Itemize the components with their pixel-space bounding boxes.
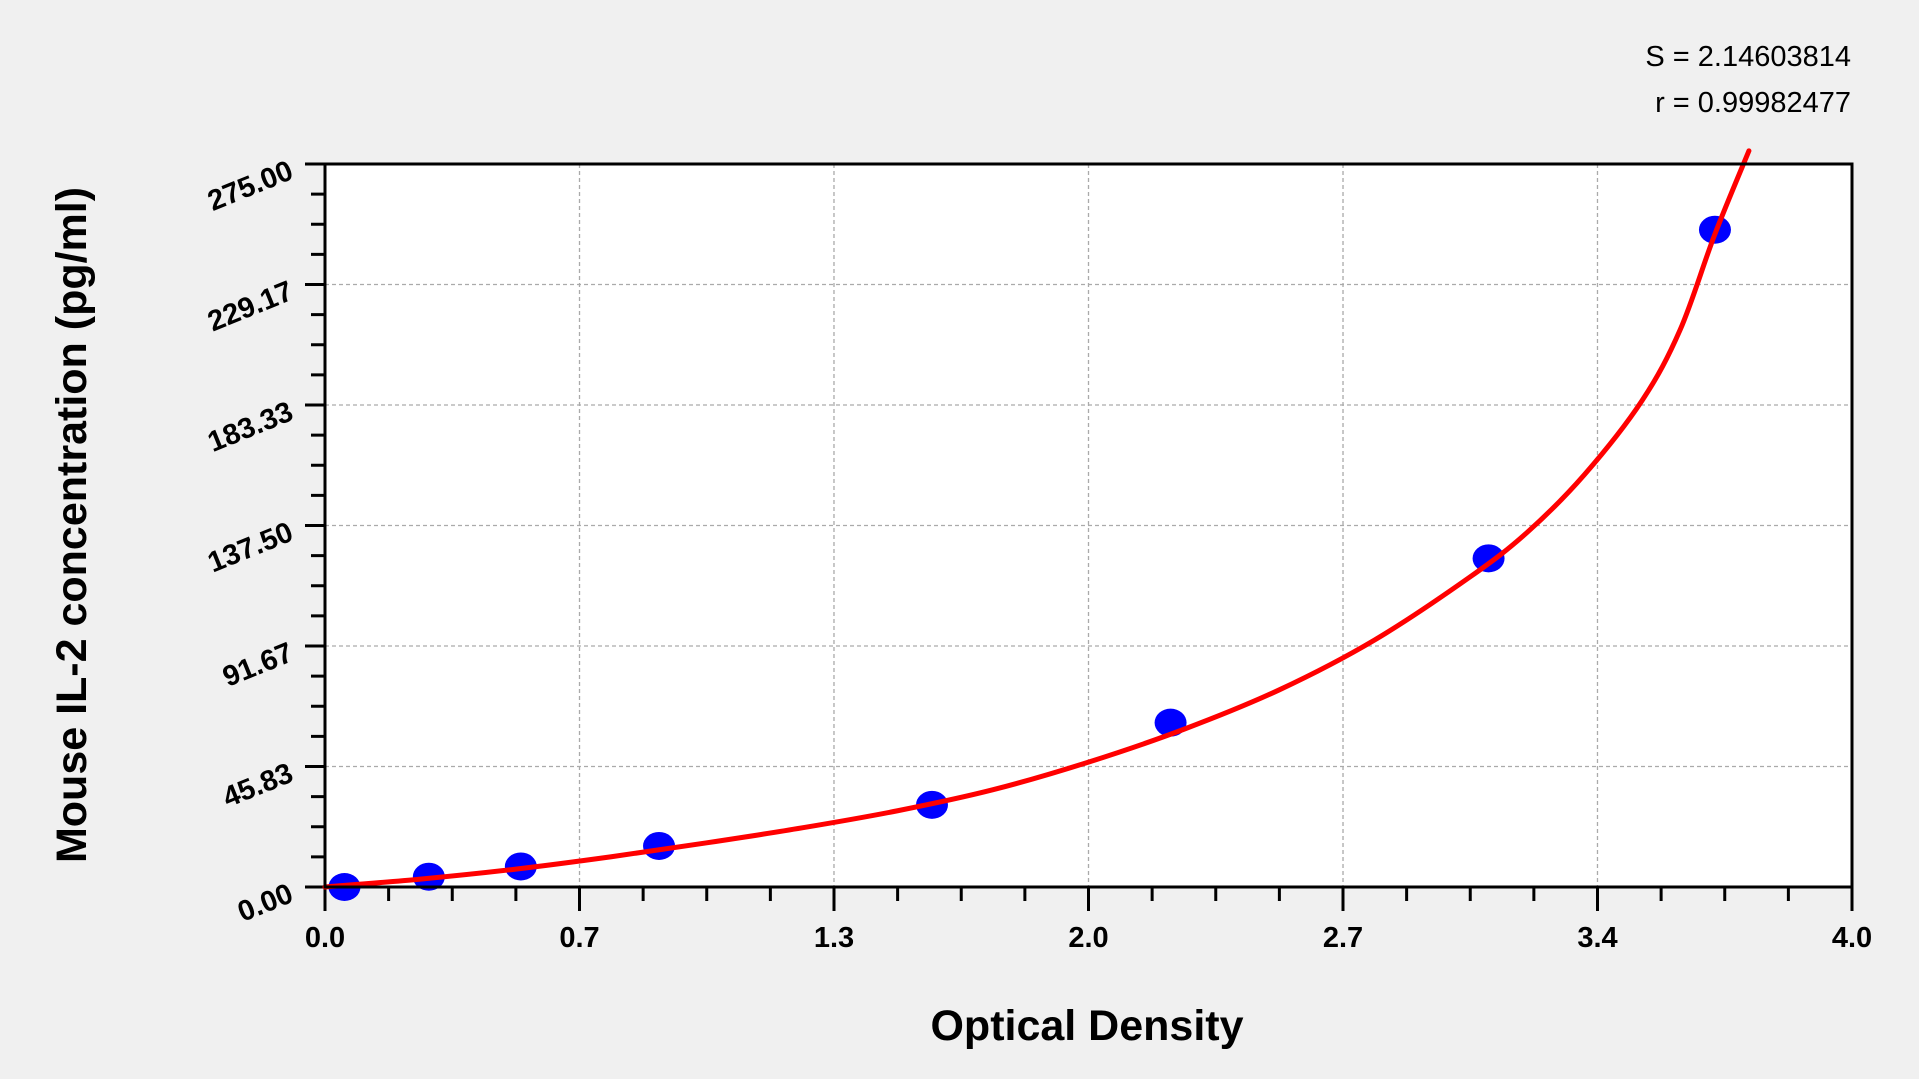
x-tick-labels: 0.0 0.7 1.3 2.0 2.7 3.4 4.0 (305, 922, 1872, 954)
y-tick-label: 275.00 (203, 155, 297, 218)
y-tick-label: 0.00 (233, 878, 297, 929)
x-axis-title: Optical Density (930, 1002, 1243, 1050)
y-tick-label: 137.50 (203, 516, 297, 579)
x-tick-label: 2.0 (1068, 922, 1108, 954)
s-annotation: S = 2.14603814 (1645, 41, 1851, 73)
y-tick-label: 45.83 (218, 757, 297, 814)
r-annotation: r = 0.99982477 (1655, 87, 1851, 119)
x-tick-label: 4.0 (1832, 922, 1872, 954)
plot-frame (323, 162, 1854, 889)
y-tick-labels: 0.00 45.83 91.67 137.50 183.33 229.17 275.00 (203, 155, 297, 929)
x-tick-label: 2.7 (1323, 922, 1363, 954)
grid (325, 164, 1852, 887)
y-tick-label: 91.67 (218, 637, 297, 694)
x-tick-label: 0.0 (305, 922, 345, 954)
y-axis-title: Mouse IL-2 concentration (pg/ml) (48, 187, 96, 863)
axis-ticks (305, 162, 1854, 911)
fit-curve (322, 148, 1752, 890)
x-tick-label: 1.3 (814, 922, 854, 954)
x-tick-label: 3.4 (1577, 922, 1617, 954)
y-tick-label: 183.33 (203, 396, 297, 459)
y-tick-label: 229.17 (203, 275, 297, 338)
fit-curve-layer (322, 148, 1752, 890)
data-point (1472, 544, 1505, 573)
x-tick-label: 0.7 (559, 922, 599, 954)
